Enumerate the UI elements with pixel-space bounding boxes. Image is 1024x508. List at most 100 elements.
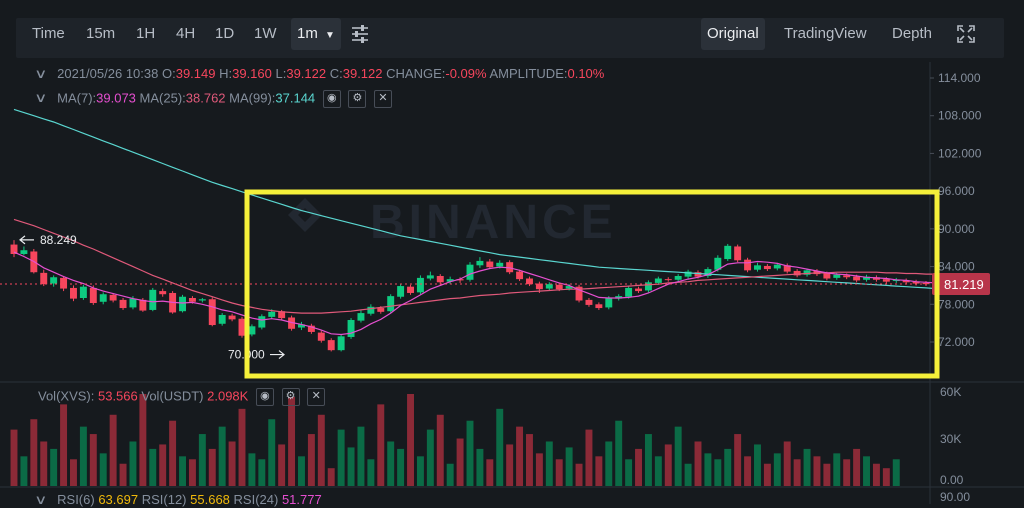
volume-bar — [188, 459, 196, 486]
volume-bar — [278, 444, 286, 486]
open-value: 39.149 — [175, 66, 216, 81]
rsi12-label: RSI(12) — [141, 492, 187, 507]
volume-bar — [783, 441, 791, 486]
price-chart[interactable]: BINANCE114.000108.000102.00096.00090.000… — [0, 62, 1024, 504]
volume-bar — [872, 463, 880, 486]
open-label: O: — [161, 66, 176, 81]
price-tick-label: 72.000 — [938, 335, 975, 349]
volume-bar — [684, 463, 692, 486]
volume-bar — [773, 453, 781, 486]
volume-bar — [575, 463, 583, 486]
candle-body — [734, 246, 742, 261]
volume-bar — [516, 426, 524, 486]
candle-body — [238, 318, 246, 336]
volume-bar — [644, 434, 652, 486]
volume-bar — [526, 434, 533, 486]
watermark-logo — [288, 198, 322, 232]
tab-1w[interactable]: 1W — [254, 25, 277, 42]
eye-icon[interactable]: ◉ — [322, 90, 341, 108]
volume-bar — [833, 453, 841, 486]
ma-collapse-chevron-icon[interactable]: ∨ — [34, 90, 48, 106]
volume-bar — [754, 444, 761, 486]
rsi24-value: 51.777 — [281, 492, 322, 507]
tab-time[interactable]: Time — [32, 25, 65, 42]
candle-body — [714, 257, 722, 270]
volume-bar — [248, 453, 256, 486]
volume-bar — [823, 463, 831, 486]
ma99-value: 37.144 — [275, 90, 316, 106]
settings-sliders-icon[interactable] — [350, 18, 370, 50]
volume-bar — [476, 448, 484, 486]
candle-body — [79, 286, 87, 298]
vol-xvs-label: Vol(XVS): — [38, 388, 95, 404]
volume-bar — [198, 434, 206, 486]
candle-body — [268, 311, 276, 317]
close-icon[interactable]: ✕ — [374, 90, 393, 108]
gear-icon[interactable]: ⚙ — [348, 90, 367, 108]
rsi12-value: 55.668 — [190, 492, 230, 507]
volume-bar — [238, 408, 246, 486]
candle-body — [317, 332, 325, 341]
candle-body — [625, 287, 633, 297]
ma99-line — [13, 108, 936, 290]
rsi24-label: RSI(24) — [233, 492, 279, 507]
fullscreen-icon[interactable] — [956, 18, 976, 50]
candle-body — [258, 316, 266, 328]
view-tradingview[interactable]: TradingView — [784, 25, 867, 42]
candle-body — [535, 283, 543, 290]
candle-body — [10, 244, 18, 254]
vol-eye-icon[interactable]: ◉ — [255, 388, 274, 406]
volume-bar — [50, 448, 58, 486]
volume-bar — [10, 429, 18, 486]
candle-body — [367, 306, 375, 314]
high-arrow-icon — [19, 235, 34, 245]
volume-tick-label: 60K — [940, 385, 961, 399]
volume-bar — [129, 441, 137, 486]
volume-bar — [109, 414, 117, 486]
candle-body — [466, 264, 474, 280]
volume-legend: Vol(XVS): 53.566 Vol(USDT) 2.098K ◉ ⚙ ✕ — [38, 388, 326, 406]
candle-body — [823, 273, 831, 279]
candle-body — [575, 286, 583, 301]
ma25-line — [13, 218, 936, 314]
volume-bar — [387, 441, 395, 486]
volume-bar — [446, 463, 454, 486]
current-price-label: 81.219 — [944, 277, 984, 292]
candle-body — [248, 326, 256, 335]
candle-body — [416, 277, 424, 293]
ohlc-legend: ∨ 2021/05/26 10:38 O:39.149 H:39.160 L:3… — [34, 66, 604, 82]
vol-close-icon[interactable]: ✕ — [307, 388, 326, 406]
volume-bar — [377, 404, 385, 486]
candle-body — [307, 325, 315, 332]
collapse-chevron-icon[interactable]: ∨ — [34, 66, 48, 81]
candle-body — [555, 284, 563, 290]
tab-1d[interactable]: 1D — [215, 25, 235, 42]
view-depth[interactable]: Depth — [892, 25, 933, 42]
rsi6-value: 63.697 — [98, 492, 139, 507]
tab-4h[interactable]: 4H — [176, 25, 196, 42]
volume-bar — [79, 426, 87, 486]
ma7-label: MA(7): — [57, 90, 97, 106]
volume-bar — [208, 448, 216, 486]
candle-body — [159, 291, 167, 295]
candle-body — [615, 296, 623, 299]
volume-bar — [397, 448, 405, 486]
candle-body — [119, 299, 127, 309]
volume-bar — [426, 429, 434, 486]
volume-bar — [268, 419, 276, 486]
rsi-collapse-chevron-icon[interactable]: ∨ — [34, 492, 48, 507]
interval-dropdown[interactable]: 1m ▼ — [291, 18, 341, 50]
price-tick-label: 102.000 — [938, 146, 982, 160]
candle-body — [922, 282, 930, 285]
candle-body — [496, 262, 504, 267]
candle-body — [109, 294, 117, 301]
volume-bar — [218, 426, 226, 486]
candle-body — [793, 270, 801, 276]
tab-15m[interactable]: 15m — [86, 25, 116, 42]
vol-gear-icon[interactable]: ⚙ — [281, 388, 300, 406]
view-original[interactable]: Original — [701, 18, 765, 50]
tab-1h[interactable]: 1H — [136, 25, 156, 42]
price-tick-label: 108.000 — [938, 109, 982, 123]
candle-body — [60, 277, 68, 289]
volume-bar — [307, 434, 315, 486]
